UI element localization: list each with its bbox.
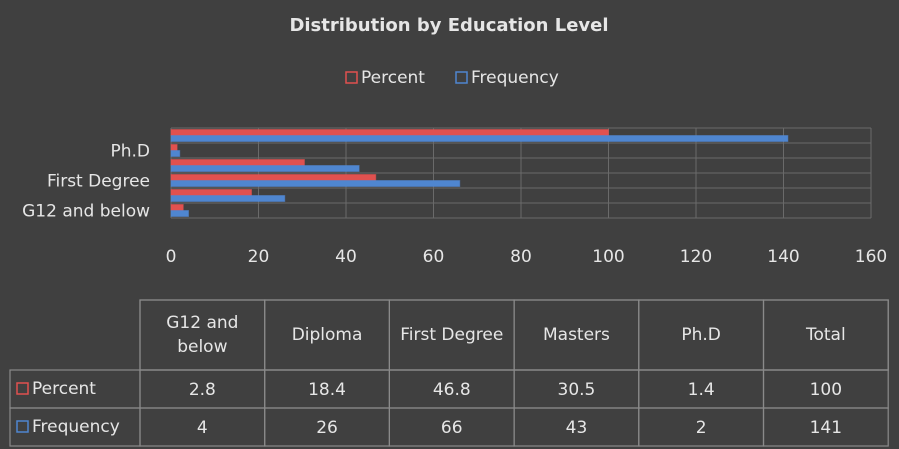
x-tick-label: 0 bbox=[166, 247, 177, 267]
legend-swatch bbox=[345, 71, 358, 84]
bar bbox=[170, 144, 178, 151]
legend-swatch bbox=[16, 382, 29, 395]
table-value: 4 bbox=[197, 418, 208, 438]
bar bbox=[170, 165, 360, 172]
chart-title: Distribution by Education Level bbox=[289, 15, 608, 36]
bar bbox=[170, 129, 609, 136]
legend-swatch bbox=[455, 71, 468, 84]
bar bbox=[170, 150, 181, 157]
table-value: 66 bbox=[441, 418, 463, 438]
x-tick-label: 100 bbox=[592, 247, 624, 267]
bar bbox=[170, 174, 377, 181]
table-value: 2.8 bbox=[189, 380, 216, 400]
x-tick-label: 80 bbox=[510, 247, 532, 267]
bar bbox=[170, 189, 252, 196]
x-tick-label: 40 bbox=[335, 247, 357, 267]
y-tick-label: First Degree bbox=[47, 172, 150, 192]
table-value: 141 bbox=[810, 418, 842, 438]
table-value: 2 bbox=[696, 418, 707, 438]
table-row-header: Frequency bbox=[32, 417, 120, 437]
table-header: Diploma bbox=[292, 325, 363, 345]
table-row-header: Percent bbox=[32, 379, 96, 399]
bar bbox=[170, 180, 461, 187]
bar bbox=[170, 159, 305, 166]
table-header: First Degree bbox=[400, 325, 503, 345]
table-header: Ph.D bbox=[681, 325, 721, 345]
x-tick-label: 20 bbox=[248, 247, 270, 267]
table-header: Masters bbox=[543, 325, 610, 345]
legend-label: Frequency bbox=[471, 68, 559, 88]
table-value: 43 bbox=[566, 418, 588, 438]
x-tick-label: 140 bbox=[767, 247, 799, 267]
table-value: 100 bbox=[810, 380, 842, 400]
table-cell bbox=[762, 407, 889, 447]
table-header: G12 and below bbox=[166, 313, 238, 357]
table-header: Total bbox=[805, 325, 846, 345]
y-tick-label: Ph.D bbox=[110, 142, 150, 162]
bar bbox=[170, 195, 286, 202]
bar bbox=[170, 135, 789, 142]
table-value: 18.4 bbox=[308, 380, 346, 400]
x-tick-label: 120 bbox=[680, 247, 712, 267]
table-value: 1.4 bbox=[688, 380, 715, 400]
bar bbox=[170, 204, 184, 211]
y-tick-label: G12 and below bbox=[22, 202, 150, 222]
legend-swatch bbox=[16, 420, 29, 433]
table-value: 30.5 bbox=[558, 380, 596, 400]
legend-label: Percent bbox=[361, 68, 425, 88]
x-tick-label: 160 bbox=[855, 247, 887, 267]
table-value: 26 bbox=[316, 418, 338, 438]
bar bbox=[170, 210, 189, 217]
x-tick-label: 60 bbox=[423, 247, 445, 267]
table-value: 46.8 bbox=[433, 380, 471, 400]
